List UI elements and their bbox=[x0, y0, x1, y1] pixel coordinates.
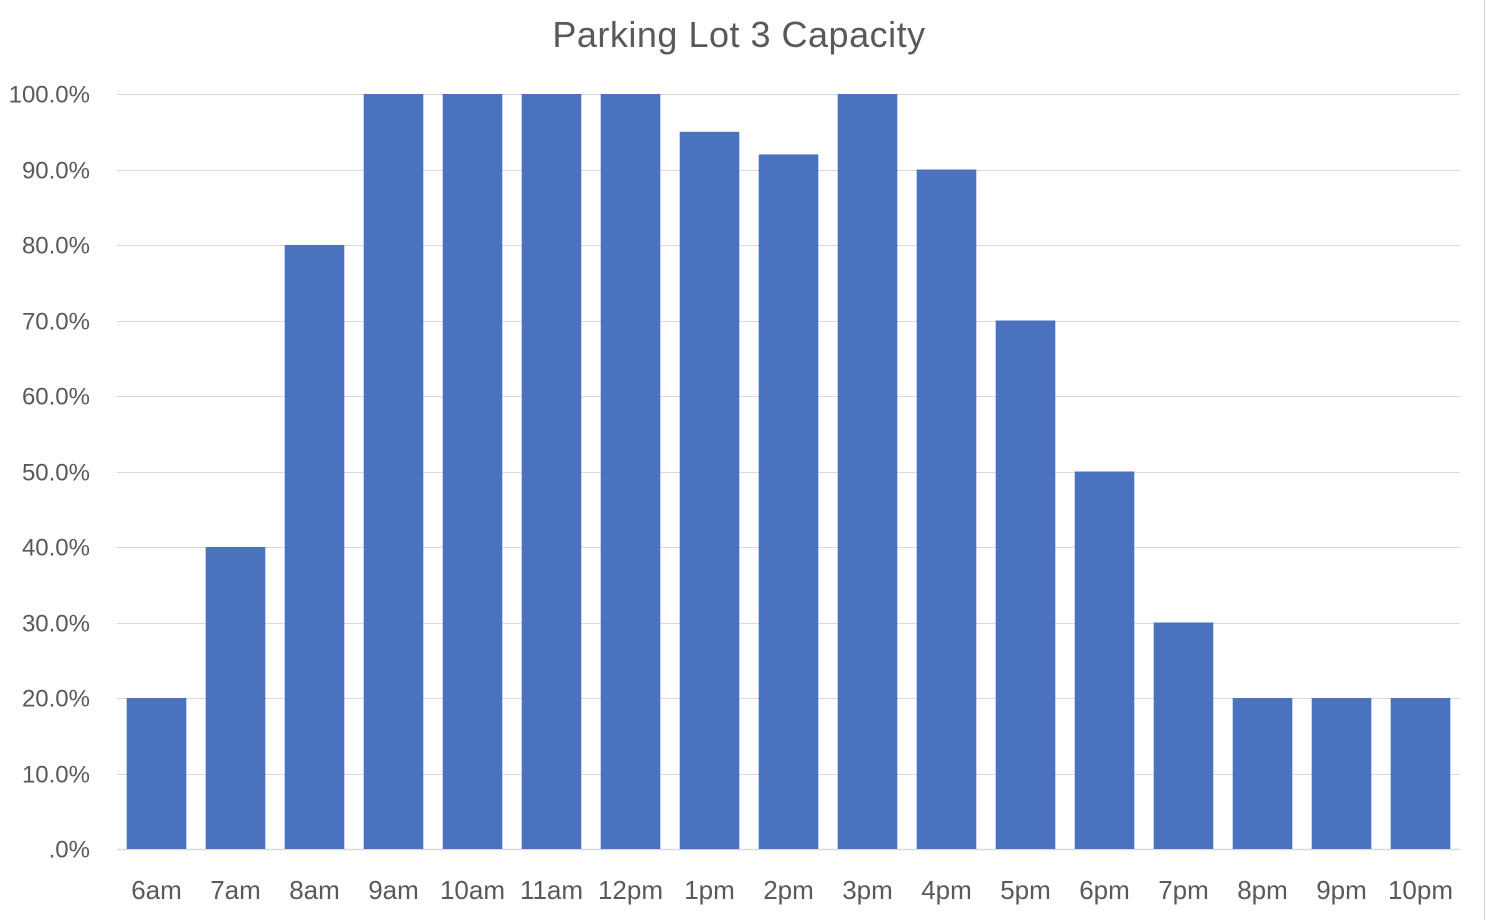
y-tick-label: 70.0% bbox=[22, 309, 90, 336]
bar-6am bbox=[126, 698, 187, 849]
bar-3pm bbox=[837, 94, 898, 849]
bar-8pm bbox=[1232, 698, 1293, 849]
bar-9pm bbox=[1311, 698, 1372, 849]
bars bbox=[126, 94, 1451, 850]
x-axis-ticks: 6am 7am 8am 9am 10am 11am 12pm 1pm 2pm 3pm 4pm 5pm 6… bbox=[131, 875, 1453, 905]
bar-6pm bbox=[1074, 471, 1135, 849]
bar-2pm bbox=[758, 154, 819, 849]
bar-10pm bbox=[1390, 698, 1451, 849]
y-axis-ticks: .0% 10.0% 20.0% 30.0% 40.0% 50.0% 60.0% 70.0% 80… bbox=[9, 82, 90, 864]
bar-12pm bbox=[600, 94, 661, 849]
x-tick-label: 12pm bbox=[598, 875, 663, 905]
x-tick-label: 5pm bbox=[1000, 875, 1051, 905]
x-tick-label: 9am bbox=[368, 875, 419, 905]
x-tick-label: 3pm bbox=[842, 875, 893, 905]
bar-8am bbox=[284, 245, 345, 849]
bar-9am bbox=[363, 94, 424, 849]
y-tick-label: 40.0% bbox=[22, 535, 90, 562]
x-tick-label: 7pm bbox=[1158, 875, 1209, 905]
y-tick-label: 10.0% bbox=[22, 762, 90, 789]
x-tick-label: 1pm bbox=[684, 875, 735, 905]
y-tick-label: 90.0% bbox=[22, 158, 90, 185]
y-tick-label: 100.0% bbox=[9, 82, 90, 109]
x-tick-label: 10am bbox=[440, 875, 505, 905]
y-tick-label: 20.0% bbox=[22, 686, 90, 713]
bar-4pm bbox=[916, 169, 977, 849]
x-tick-label: 10pm bbox=[1388, 875, 1453, 905]
y-tick-label: .0% bbox=[49, 837, 90, 864]
x-tick-label: 2pm bbox=[763, 875, 814, 905]
x-tick-label: 6am bbox=[131, 875, 182, 905]
bar-11am bbox=[521, 94, 582, 849]
bar-10am bbox=[442, 94, 503, 849]
chart-border bbox=[1484, 0, 1485, 920]
chart-title: Parking Lot 3 Capacity bbox=[552, 14, 926, 55]
bar-7pm bbox=[1153, 622, 1214, 849]
y-tick-label: 50.0% bbox=[22, 460, 90, 487]
y-tick-label: 60.0% bbox=[22, 384, 90, 411]
x-tick-label: 9pm bbox=[1316, 875, 1367, 905]
y-tick-label: 30.0% bbox=[22, 611, 90, 638]
x-tick-label: 11am bbox=[520, 875, 583, 905]
x-tick-label: 6pm bbox=[1079, 875, 1130, 905]
bar-7am bbox=[205, 547, 266, 849]
bar-1pm bbox=[679, 131, 740, 850]
x-tick-label: 8am bbox=[289, 875, 340, 905]
y-tick-label: 80.0% bbox=[22, 233, 90, 260]
x-tick-label: 7am bbox=[210, 875, 261, 905]
x-tick-label: 4pm bbox=[921, 875, 972, 905]
x-tick-label: 8pm bbox=[1237, 875, 1288, 905]
bar-5pm bbox=[995, 320, 1056, 849]
